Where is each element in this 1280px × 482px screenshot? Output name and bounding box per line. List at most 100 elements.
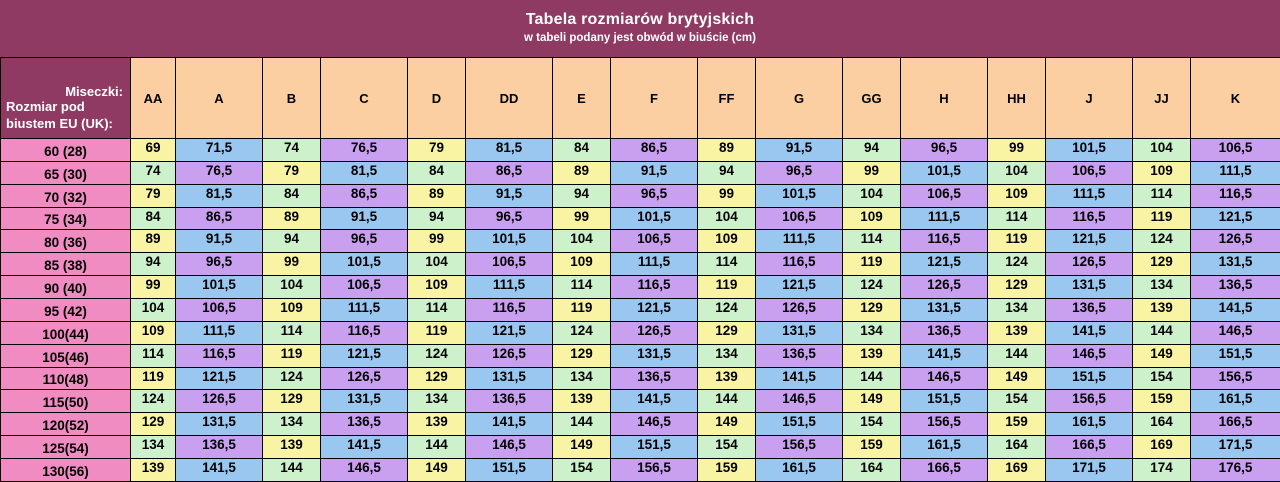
size-cell: 154 <box>988 390 1046 413</box>
size-cell: 139 <box>988 321 1046 344</box>
size-cell: 101,5 <box>611 207 698 230</box>
size-cell: 96,5 <box>321 230 408 253</box>
size-cell: 99 <box>988 139 1046 162</box>
size-cell: 114 <box>408 299 466 322</box>
column-header-jj: JJ <box>1133 58 1191 139</box>
size-cell: 141,5 <box>901 344 988 367</box>
row-label: 110(48) <box>1 367 131 390</box>
size-cell: 121,5 <box>756 276 843 299</box>
size-cell: 94 <box>408 207 466 230</box>
size-cell: 149 <box>843 390 901 413</box>
row-label: 95 (42) <box>1 299 131 322</box>
size-cell: 116,5 <box>756 253 843 276</box>
size-cell: 159 <box>843 436 901 459</box>
size-cell: 126,5 <box>1191 230 1280 253</box>
size-cell: 91,5 <box>756 139 843 162</box>
size-cell: 131,5 <box>756 321 843 344</box>
size-cell: 126,5 <box>901 276 988 299</box>
size-cell: 154 <box>843 413 901 436</box>
size-cell: 124 <box>263 367 321 390</box>
size-cell: 136,5 <box>1191 276 1280 299</box>
size-cell: 151,5 <box>1046 367 1133 390</box>
size-cell: 109 <box>843 207 901 230</box>
size-cell: 124 <box>988 253 1046 276</box>
corner-cell: Miseczki: Rozmiar pod biustem EU (UK): <box>1 58 131 139</box>
row-label: 130(56) <box>1 459 131 482</box>
size-cell: 81,5 <box>321 161 408 184</box>
size-cell: 99 <box>408 230 466 253</box>
size-cell: 129 <box>988 276 1046 299</box>
size-cell: 89 <box>408 184 466 207</box>
size-cell: 111,5 <box>176 321 263 344</box>
size-cell: 139 <box>131 459 176 482</box>
size-cell: 131,5 <box>901 299 988 322</box>
size-cell: 101,5 <box>466 230 553 253</box>
size-cell: 116,5 <box>1046 207 1133 230</box>
size-cell: 121,5 <box>611 299 698 322</box>
size-cell: 119 <box>1133 207 1191 230</box>
row-label: 120(52) <box>1 413 131 436</box>
size-cell: 89 <box>263 207 321 230</box>
size-cell: 99 <box>263 253 321 276</box>
size-cell: 146,5 <box>756 390 843 413</box>
size-cell: 81,5 <box>466 139 553 162</box>
size-cell: 129 <box>1133 253 1191 276</box>
size-cell: 116,5 <box>1191 184 1280 207</box>
size-cell: 104 <box>131 299 176 322</box>
size-cell: 119 <box>131 367 176 390</box>
size-cell: 79 <box>408 139 466 162</box>
header-row: Miseczki: Rozmiar pod biustem EU (UK): A… <box>1 58 1280 139</box>
column-header-aa: AA <box>131 58 176 139</box>
size-cell: 86,5 <box>321 184 408 207</box>
size-cell: 151,5 <box>901 390 988 413</box>
row-label: 60 (28) <box>1 139 131 162</box>
size-cell: 164 <box>988 436 1046 459</box>
size-cell: 146,5 <box>1191 321 1280 344</box>
row-label: 100(44) <box>1 321 131 344</box>
size-cell: 146,5 <box>901 367 988 390</box>
size-cell: 139 <box>408 413 466 436</box>
size-cell: 94 <box>553 184 611 207</box>
size-cell: 94 <box>263 230 321 253</box>
size-cell: 114 <box>698 253 756 276</box>
size-cell: 109 <box>408 276 466 299</box>
size-cell: 91,5 <box>466 184 553 207</box>
size-cell: 106,5 <box>756 207 843 230</box>
size-cell: 159 <box>1133 390 1191 413</box>
size-cell: 76,5 <box>176 161 263 184</box>
size-cell: 154 <box>553 459 611 482</box>
column-header-b: B <box>263 58 321 139</box>
size-cell: 134 <box>698 344 756 367</box>
size-cell: 169 <box>1133 436 1191 459</box>
size-cell: 111,5 <box>1046 184 1133 207</box>
size-cell: 169 <box>988 459 1046 482</box>
row-label: 85 (38) <box>1 253 131 276</box>
size-cell: 69 <box>131 139 176 162</box>
size-cell: 161,5 <box>1046 413 1133 436</box>
size-cell: 154 <box>1133 367 1191 390</box>
size-cell: 91,5 <box>321 207 408 230</box>
size-cell: 121,5 <box>1191 207 1280 230</box>
size-cell: 149 <box>408 459 466 482</box>
size-cell: 101,5 <box>901 161 988 184</box>
size-cell: 154 <box>698 436 756 459</box>
size-cell: 116,5 <box>321 321 408 344</box>
size-cell: 109 <box>988 184 1046 207</box>
size-cell: 134 <box>263 413 321 436</box>
size-cell: 86,5 <box>611 139 698 162</box>
size-cell: 114 <box>553 276 611 299</box>
size-cell: 109 <box>553 253 611 276</box>
column-header-hh: HH <box>988 58 1046 139</box>
size-cell: 96,5 <box>756 161 843 184</box>
size-cell: 144 <box>1133 321 1191 344</box>
size-cell: 161,5 <box>1191 390 1280 413</box>
size-cell: 104 <box>988 161 1046 184</box>
row-label: 115(50) <box>1 390 131 413</box>
size-cell: 119 <box>263 344 321 367</box>
size-cell: 129 <box>698 321 756 344</box>
page-title: Tabela rozmiarów brytyjskich <box>0 11 1280 29</box>
